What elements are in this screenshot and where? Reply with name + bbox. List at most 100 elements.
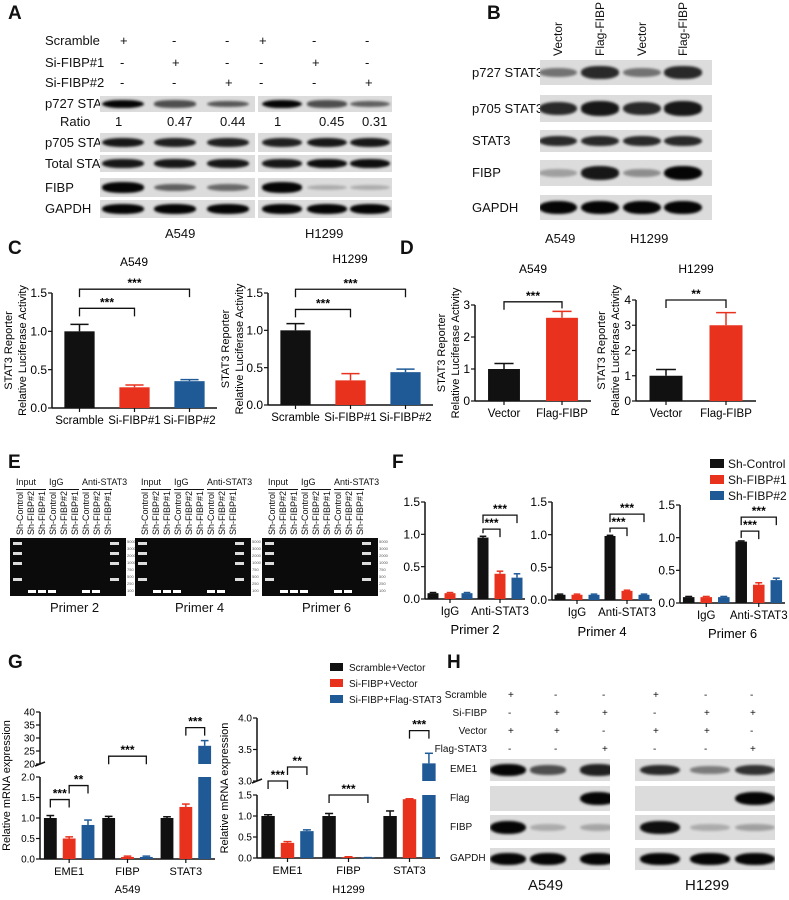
- blot-strip: [258, 133, 392, 152]
- band: [350, 137, 390, 148]
- significance-label: ***: [484, 516, 498, 530]
- significance-bracket: [408, 729, 430, 739]
- y-tick-label: 0: [463, 394, 470, 408]
- cell-line-label: A549: [165, 226, 196, 241]
- bar: [422, 795, 436, 858]
- band: [307, 184, 347, 191]
- panel-label-b: B: [487, 3, 501, 24]
- y-axis-label: STAT3 Reporter: [596, 311, 608, 390]
- band: [664, 200, 702, 215]
- x-tick-label: Vector: [488, 408, 521, 420]
- band: [490, 820, 526, 835]
- significance-bracket: [328, 794, 369, 803]
- blot-strip: [100, 200, 255, 218]
- x-tick-label: EME1: [273, 865, 303, 877]
- condition-label: Si-FIBP: [452, 708, 487, 719]
- blot-row-label: FIBP: [45, 179, 74, 195]
- blot-strip: [635, 848, 775, 870]
- band: [530, 823, 566, 832]
- y-tick-label: 0.0: [21, 855, 35, 866]
- y-tick-label: 1: [463, 362, 470, 376]
- ladder-band: [362, 562, 371, 565]
- bar: [179, 806, 193, 859]
- band: [580, 791, 610, 806]
- significance-bracket: [286, 766, 308, 775]
- x-tick-label: Anti-STAT3: [471, 606, 529, 618]
- condition-mark: -: [602, 690, 606, 701]
- y-tick-label: 2: [463, 330, 470, 344]
- y-tick-label: 0.5: [238, 833, 252, 844]
- pcr-band: [163, 590, 171, 593]
- band: [623, 101, 661, 116]
- blot-strip: [100, 96, 255, 112]
- band: [102, 204, 144, 214]
- condition-mark: +: [750, 708, 756, 719]
- x-tick-label: Flag-FIBP: [700, 408, 752, 420]
- condition-mark: -: [120, 55, 125, 70]
- panel-label-a: A: [8, 3, 22, 24]
- bar: [341, 857, 356, 858]
- band: [102, 99, 144, 109]
- panel-label-d: D: [400, 238, 414, 259]
- y-axis-label: Relative mRNA expression: [1, 720, 13, 851]
- band: [581, 135, 619, 147]
- significance-bracket: [108, 755, 147, 765]
- condition-mark: +: [259, 33, 267, 48]
- chart-title: H1299: [678, 262, 714, 276]
- y-tick-label: 4: [624, 293, 631, 307]
- condition-mark: -: [602, 726, 606, 737]
- ladder-band: [13, 562, 22, 565]
- bar: [139, 856, 153, 859]
- y-axis-label: Relative Luciferase Activity: [17, 285, 29, 416]
- band: [640, 820, 680, 835]
- legend-swatch: [710, 475, 724, 484]
- significance-bracket: [294, 308, 352, 318]
- band: [307, 100, 347, 108]
- band: [262, 182, 302, 193]
- band: [623, 135, 661, 147]
- blot-strip: [635, 759, 775, 781]
- ladder-labels: 5000 3000 2000 1000 750 500 250 100: [252, 539, 261, 593]
- legend-swatch: [710, 459, 724, 468]
- band: [350, 158, 390, 169]
- bar: [682, 597, 695, 603]
- band: [735, 823, 775, 832]
- band: [262, 204, 302, 214]
- condition-mark: -: [704, 744, 708, 755]
- condition-label: Si-FIBP#1: [45, 55, 105, 70]
- legend-g: Scramble+Vector Si-FIBP+Vector Si-FIBP+F…: [330, 663, 442, 707]
- blot-strip: [490, 786, 610, 811]
- band: [102, 159, 144, 168]
- axis-break: [34, 761, 46, 767]
- ladder-band: [235, 542, 244, 545]
- band: [207, 159, 249, 168]
- significance-bracket: [267, 780, 289, 789]
- bar: [280, 842, 295, 858]
- band: [623, 200, 661, 215]
- condition-mark: +: [602, 708, 608, 719]
- y-tick-label: 0.0: [246, 398, 263, 412]
- band: [307, 158, 347, 169]
- condition-mark: -: [312, 33, 317, 48]
- lane-group-label: Input: [16, 477, 37, 487]
- band: [350, 100, 390, 108]
- group-underline: [207, 489, 237, 490]
- y-tick-label: 0.5: [658, 564, 675, 578]
- y-tick-label: 1.5: [30, 286, 47, 300]
- blot-row-label: Total STAT3: [45, 155, 115, 171]
- chart-title: A549: [120, 255, 148, 269]
- blot-strip: [258, 96, 392, 112]
- condition-mark: -: [508, 708, 512, 719]
- significance-label: ***: [188, 715, 202, 729]
- ratio-value: 0.45: [319, 114, 345, 129]
- cell-line-label: A549: [528, 877, 564, 894]
- bar: [461, 593, 473, 599]
- lane-group-label: Input: [141, 477, 162, 487]
- band: [623, 168, 661, 178]
- primer-label: Primer 6: [302, 600, 352, 615]
- condition-mark: +: [225, 75, 233, 90]
- band: [623, 67, 661, 78]
- condition-mark: -: [508, 744, 512, 755]
- band: [102, 137, 144, 148]
- ladder-band: [110, 578, 119, 581]
